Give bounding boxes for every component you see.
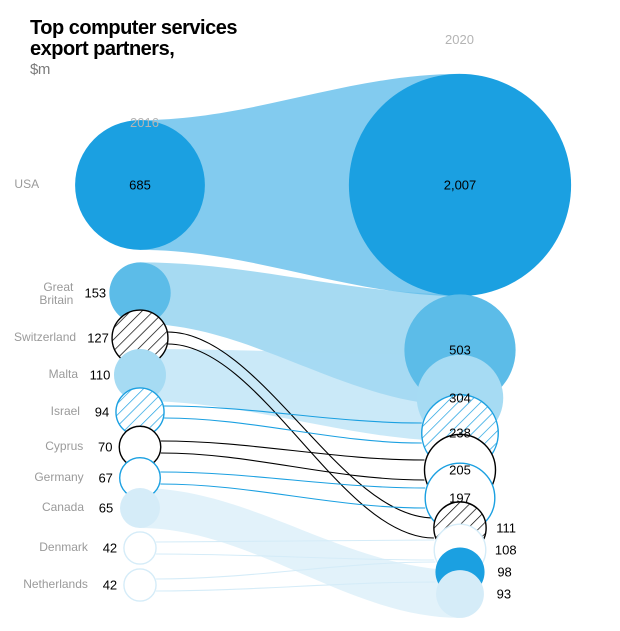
left-value-label: 65 <box>99 501 113 516</box>
left-value-label: 685 <box>129 178 151 193</box>
bubble <box>436 570 484 618</box>
right-value-label: 93 <box>497 587 511 602</box>
year-label-left: 2016 <box>130 115 159 130</box>
bubble <box>124 569 156 601</box>
country-label: Switzerland <box>0 331 76 344</box>
chart-title: Top computer services export partners, $… <box>30 18 237 78</box>
country-label: Germany <box>6 471 84 484</box>
left-value-label: 153 <box>84 286 106 301</box>
title-line-2: export partners, <box>30 38 174 60</box>
right-value-label: 108 <box>495 543 517 558</box>
bubble <box>124 532 156 564</box>
right-value-label: 197 <box>449 491 471 506</box>
bubble <box>120 488 160 528</box>
country-label: USA <box>0 178 39 191</box>
left-value-label: 67 <box>98 471 112 486</box>
right-value-label: 2,007 <box>444 178 477 193</box>
year-label-right: 2020 <box>445 32 474 47</box>
left-value-label: 110 <box>90 368 111 383</box>
left-value-label: 42 <box>103 578 117 593</box>
right-value-label: 238 <box>449 426 471 441</box>
flow-line <box>161 453 425 480</box>
left-value-label: 127 <box>87 331 109 346</box>
right-value-label: 111 <box>496 521 516 536</box>
country-label: Israel <box>2 405 80 418</box>
country-label: Denmark <box>10 541 88 554</box>
country-label: Cyprus <box>5 440 83 453</box>
country-label: Canada <box>6 501 84 514</box>
title-line-1: Top computer services <box>30 17 237 39</box>
country-label: GreatBritain <box>0 281 73 306</box>
right-value-label: 98 <box>497 565 511 580</box>
right-value-label: 304 <box>449 391 471 406</box>
left-value-label: 42 <box>103 541 117 556</box>
right-value-label: 503 <box>449 343 471 358</box>
country-label: Netherlands <box>10 578 88 591</box>
chart-stage: Top computer services export partners, $… <box>0 0 620 631</box>
right-value-label: 205 <box>449 463 471 478</box>
left-value-label: 94 <box>95 405 109 420</box>
flow-line <box>161 441 425 460</box>
title-unit: $m <box>30 62 237 78</box>
country-label: Malta <box>0 368 78 381</box>
left-value-label: 70 <box>98 440 112 455</box>
chart-svg <box>0 0 620 631</box>
